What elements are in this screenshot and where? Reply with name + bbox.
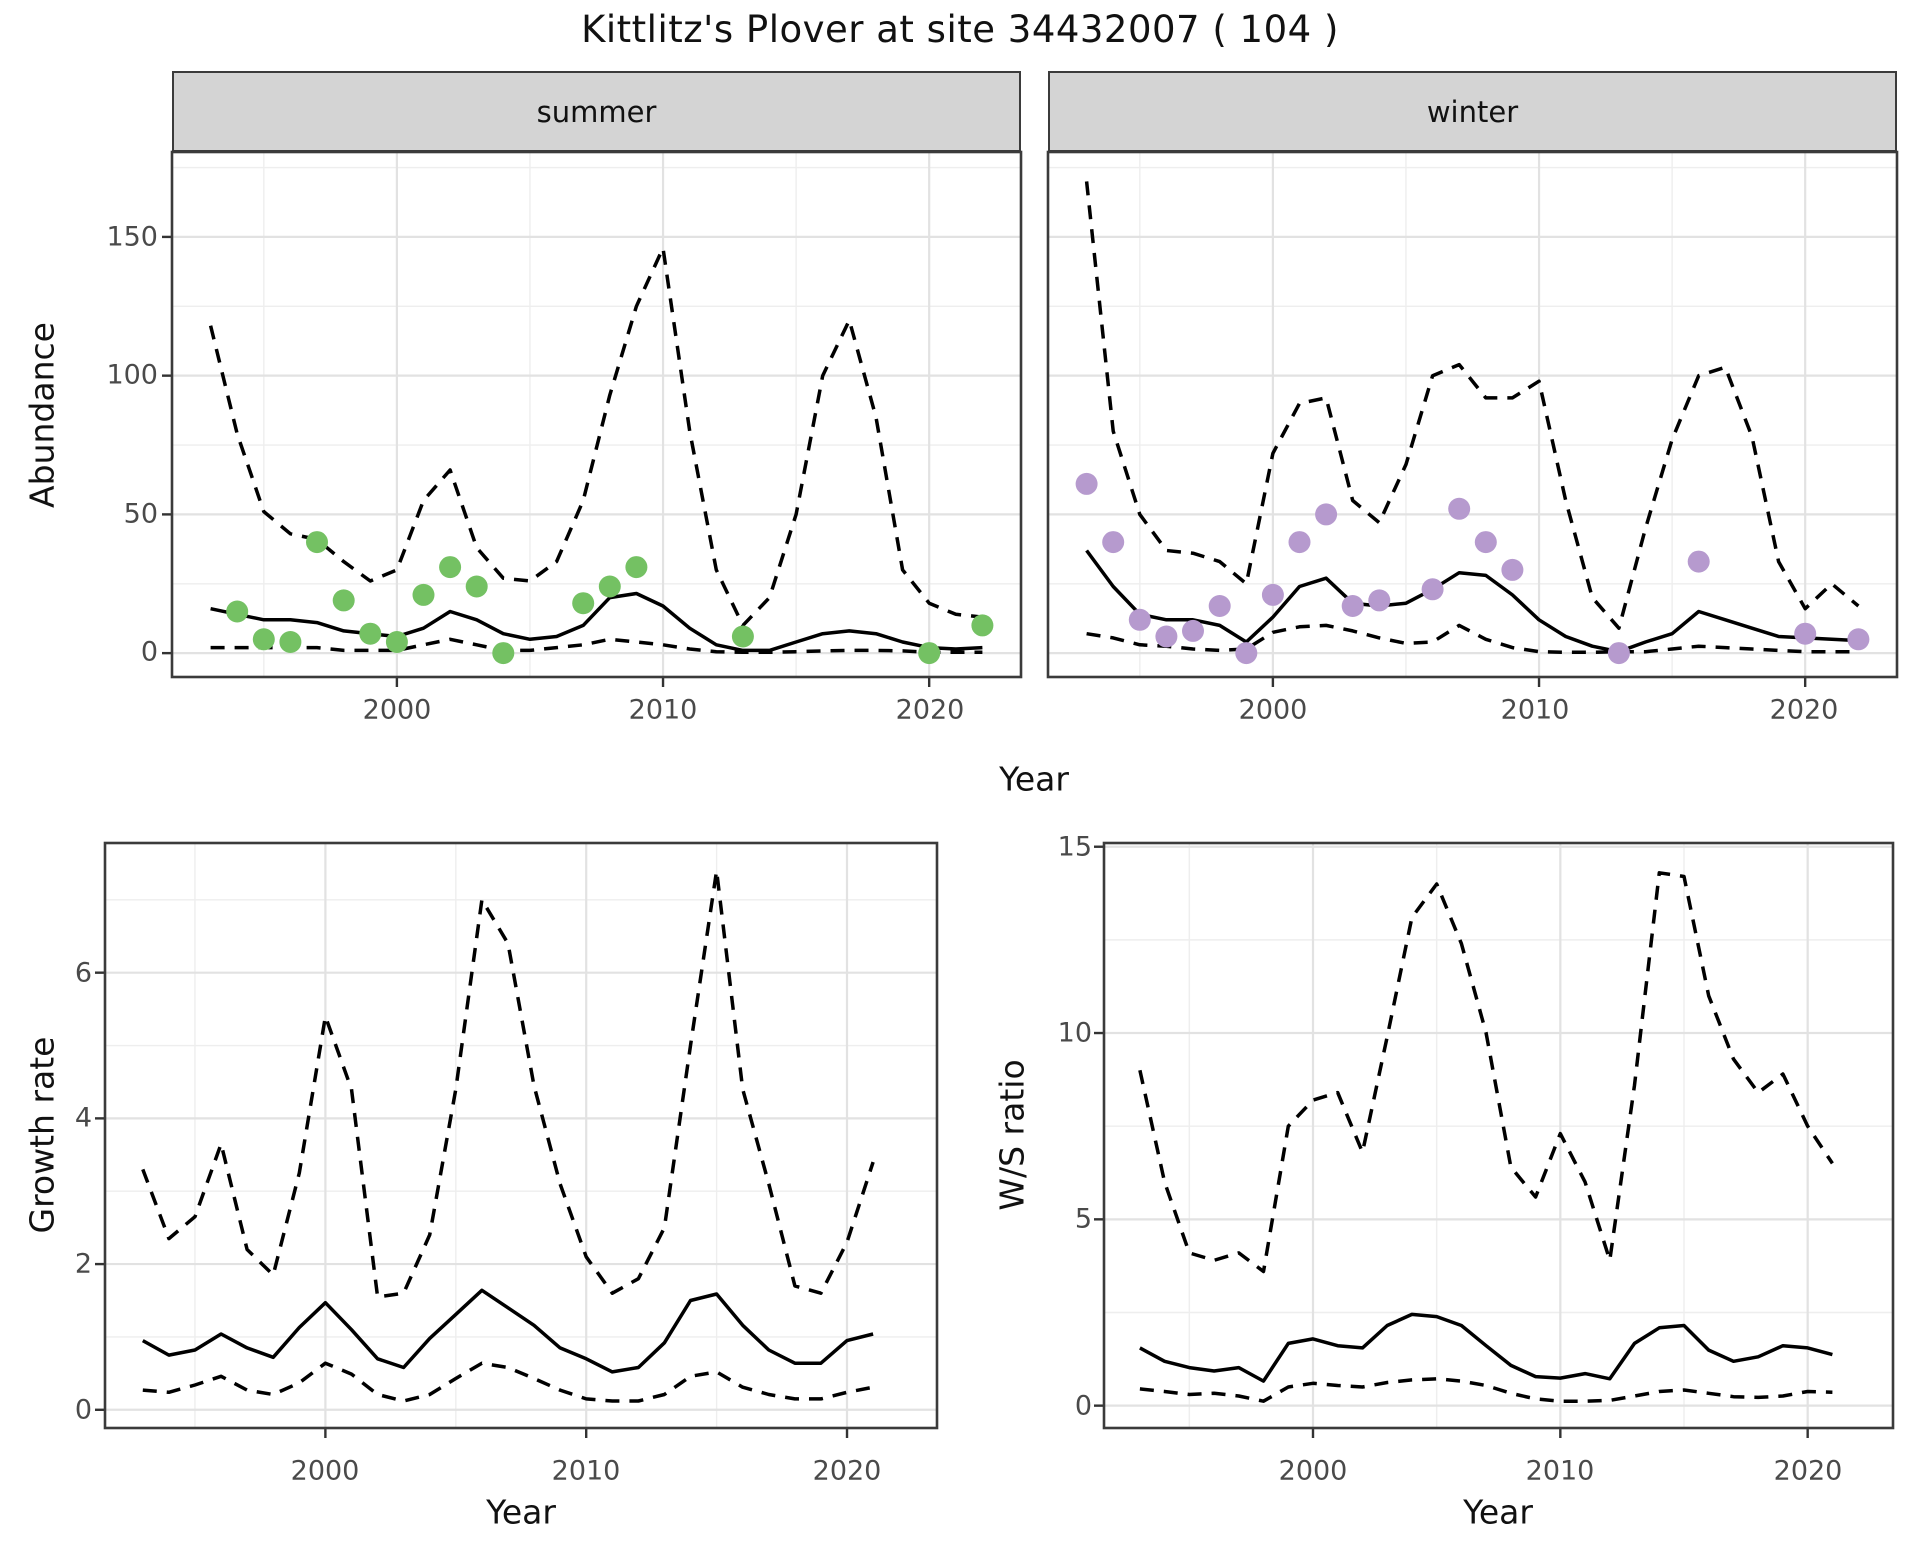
observed-point	[439, 556, 462, 579]
ytick-label: 0	[1074, 1390, 1092, 1422]
observed-point	[492, 642, 515, 665]
observed-point	[1288, 531, 1311, 554]
observed-point	[1421, 578, 1444, 601]
observed-point	[1794, 622, 1817, 645]
observed-point	[226, 600, 249, 623]
facet-strip-summer: summer	[172, 71, 1021, 152]
xtick-label: 2020	[1773, 1455, 1843, 1487]
observed-point	[1182, 619, 1204, 642]
observed-point	[1261, 583, 1284, 606]
observed-point	[385, 631, 408, 653]
ytick-label: 10	[1057, 1017, 1092, 1049]
facet-label-winter: winter	[1426, 94, 1519, 129]
ytick-label: 2	[74, 1248, 92, 1280]
median-line	[1085, 549, 1859, 654]
observed-point	[572, 592, 595, 615]
xtick-label: 2010	[551, 1455, 621, 1487]
observed-point	[1368, 589, 1391, 612]
x-axis-title-year-bottom-right: Year	[1463, 1492, 1533, 1532]
observed-point	[1687, 550, 1710, 573]
observed-point	[465, 575, 488, 598]
ytick-label: 0	[140, 636, 158, 668]
panel-border	[1102, 841, 1895, 1430]
ytick-label: 6	[74, 957, 92, 989]
observed-point	[1847, 628, 1870, 651]
upper_ci-line	[1084, 181, 1860, 630]
xtick-label: 2000	[1278, 1455, 1348, 1487]
xtick-label: 2000	[362, 694, 432, 726]
observed-point	[1474, 531, 1497, 554]
observed-point	[252, 628, 275, 651]
xtick-label: 2010	[628, 694, 698, 726]
ytick-label: 0	[74, 1394, 92, 1426]
median-line	[141, 1288, 874, 1374]
upper_ci-line	[141, 868, 875, 1299]
upper_ci-line	[208, 246, 983, 628]
ytick-label: 4	[74, 1102, 92, 1134]
observed-point	[1501, 558, 1524, 581]
facet-strip-winter: winter	[1048, 71, 1897, 152]
observed-point	[279, 631, 302, 653]
observed-point	[971, 614, 994, 637]
panel-border	[103, 841, 939, 1430]
lower_ci-line	[1086, 623, 1859, 655]
observed-point	[306, 531, 328, 554]
observed-point	[918, 642, 941, 665]
ytick-label: 15	[1057, 831, 1092, 863]
observed-point	[625, 556, 648, 579]
lower_ci-line	[1139, 1377, 1833, 1403]
observed-point	[359, 622, 382, 645]
xtick-label: 2020	[895, 694, 965, 726]
observed-point	[1448, 497, 1471, 520]
facet-label-summer: summer	[536, 94, 657, 129]
observed-point	[1607, 642, 1630, 665]
x-axis-title-year-bottom-left: Year	[486, 1492, 556, 1532]
observed-point	[1075, 472, 1098, 495]
observed-point	[1128, 608, 1151, 631]
observed-point	[1155, 625, 1178, 648]
observed-point	[332, 589, 355, 612]
ytick-label: 5	[1074, 1203, 1092, 1235]
panel-border	[170, 150, 1023, 679]
observed-point	[598, 575, 621, 598]
xtick-label: 2020	[812, 1455, 882, 1487]
xtick-label: 2020	[1769, 694, 1839, 726]
x-axis-title-year-top: Year	[999, 759, 1069, 799]
lower_ci-line	[210, 637, 983, 655]
xtick-label: 2010	[1500, 694, 1570, 726]
y-axis-title-ws-ratio: W/S ratio	[992, 1059, 1032, 1211]
ytick-label: 100	[106, 359, 158, 391]
observed-point	[412, 583, 435, 606]
xtick-label: 2000	[290, 1455, 360, 1487]
observed-point	[1235, 642, 1258, 665]
y-axis-title-abundance: Abundance	[22, 322, 62, 508]
observed-point	[731, 625, 754, 648]
observed-point	[1208, 595, 1231, 617]
xtick-label: 2010	[1525, 1455, 1595, 1487]
observed-point	[1341, 595, 1364, 617]
ytick-label: 150	[106, 221, 158, 253]
xtick-label: 2000	[1238, 694, 1308, 726]
observed-point	[1102, 531, 1125, 554]
median-line	[210, 591, 983, 653]
median-line	[1139, 1312, 1833, 1383]
lower_ci-line	[142, 1361, 874, 1403]
page-title: Kittlitz's Plover at site 34432007 ( 104…	[581, 8, 1339, 51]
observed-point	[1315, 503, 1338, 526]
panel-border	[1046, 150, 1899, 679]
upper_ci-line	[1138, 871, 1834, 1274]
ytick-label: 50	[123, 498, 158, 530]
y-axis-title-growth-rate: Growth rate	[22, 1036, 62, 1234]
